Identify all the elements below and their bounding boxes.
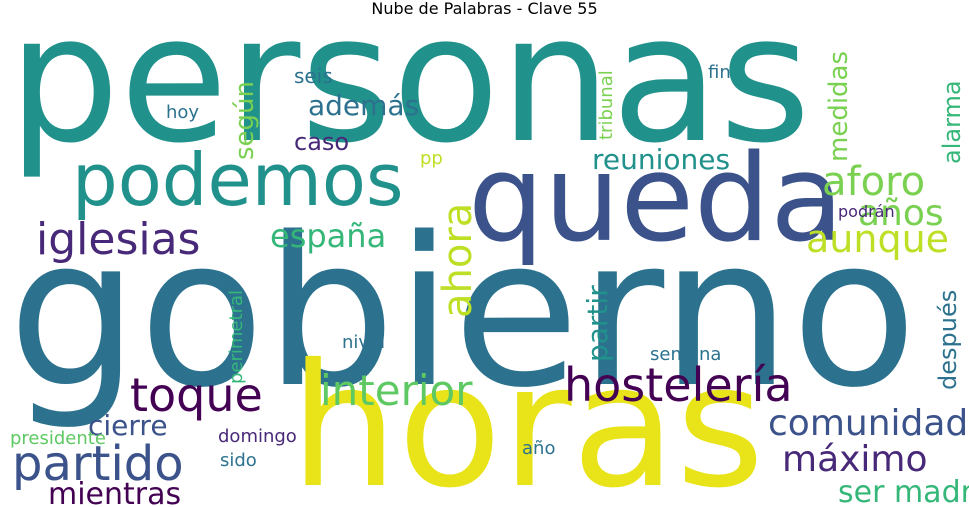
word-cierre: ser madrid (838, 475, 969, 507)
word-ano: podrán (838, 202, 895, 221)
word-nivel: hoy (166, 102, 200, 123)
word-semana: fin (708, 62, 731, 83)
word-alarma: alarma (938, 80, 966, 164)
word-ser-madrid: mientras (48, 477, 182, 507)
word-interior: interior (320, 366, 473, 415)
word-mientras: reuniones (592, 143, 731, 176)
word-maximo: máximo (782, 439, 928, 480)
word-iglesias: iglesias (36, 214, 201, 265)
word-ahora: ahora (435, 202, 481, 318)
chart-title: Nube de Palabras - Clave 55 (371, 0, 598, 18)
word-ademas: cierre (88, 409, 168, 442)
word-hecho: domingo (218, 426, 297, 447)
word-seis: caso (294, 128, 350, 156)
word-personas: personas (8, 22, 811, 182)
word-anos: años (858, 193, 944, 234)
word-medidas: medidas (824, 50, 854, 162)
word-pais: semana (650, 344, 722, 365)
word-aforo: aforo (822, 159, 926, 205)
word-queda: queda (468, 130, 844, 269)
word-partido: partido (12, 436, 184, 492)
word-gobierno: gobierno (8, 193, 918, 433)
word-hosteleria: hostelería (564, 358, 793, 412)
word-perimetral: perimetral (226, 290, 247, 384)
word-comunidad: comunidad (768, 403, 969, 444)
word-segun: según (230, 80, 260, 160)
word-presidente: pp (420, 148, 443, 169)
word-espana: españa (270, 217, 387, 255)
word-pablo: sido (220, 450, 257, 471)
word-partir: partir (581, 285, 614, 362)
word-toque: toque (130, 368, 263, 422)
word-horas: horas (290, 328, 765, 507)
word-cloud: personas gobierno horas queda podemos ig… (8, 22, 969, 507)
word-podemos: podemos (72, 138, 404, 222)
word-aunque: aunque (806, 217, 950, 261)
word-puede: año (522, 438, 556, 459)
word-podran: seis (294, 64, 333, 88)
word-cada: presidente (10, 428, 106, 449)
word-tribunal: tribunal (596, 70, 617, 140)
word-despues: después (934, 289, 962, 390)
word-hace: nivel (342, 332, 386, 353)
word-caso: además (308, 89, 420, 122)
